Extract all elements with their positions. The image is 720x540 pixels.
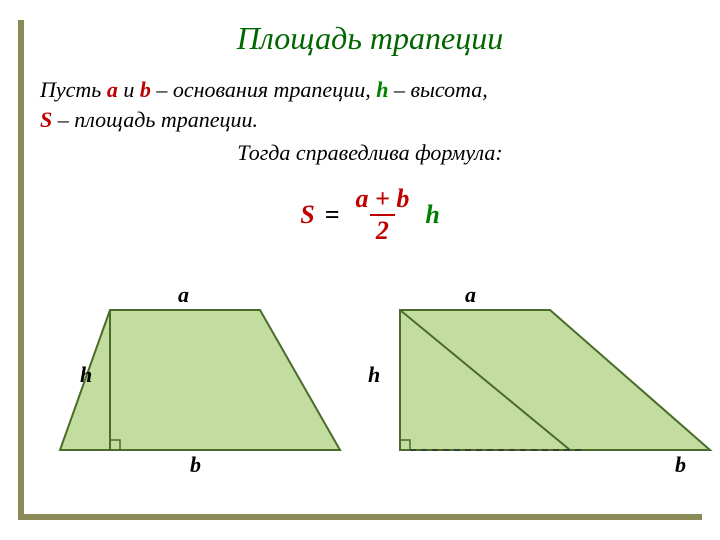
text: и: [118, 77, 140, 102]
formula-denominator: 2: [370, 214, 395, 244]
var-h: h: [376, 77, 388, 102]
page-title: Площадь трапеции: [40, 20, 700, 57]
formula-h: h: [425, 200, 439, 230]
trap1-label-h: h: [80, 362, 92, 388]
trap1-label-a: a: [178, 282, 189, 308]
trap2-label-a: a: [465, 282, 476, 308]
formula-eq: =: [325, 200, 340, 230]
var-S: S: [40, 107, 52, 132]
var-b: b: [140, 77, 151, 102]
diagrams-area: a h b a h b: [40, 290, 700, 500]
formula-fraction: a + b 2: [350, 186, 416, 244]
text: – площадь трапеции.: [52, 107, 258, 132]
intro-line-1: Пусть a и b – основания трапеции, h – вы…: [40, 75, 700, 134]
formula: S = a + b 2 h: [40, 186, 700, 244]
trap1-shape: [60, 310, 340, 450]
trap2-label-b: b: [675, 452, 686, 478]
trap2-label-h: h: [368, 362, 380, 388]
trapezoid-2: a h b: [390, 300, 720, 480]
intro-line-3: Тогда справедлива формула:: [40, 140, 700, 166]
trap2-shape: [400, 310, 710, 450]
trapezoid-1: a h b: [50, 300, 350, 480]
text: Пусть: [40, 77, 107, 102]
formula-numerator: a + b: [350, 186, 416, 214]
text: – основания трапеции,: [151, 77, 376, 102]
trap1-label-b: b: [190, 452, 201, 478]
var-a: a: [107, 77, 118, 102]
trapezoid-2-svg: [390, 300, 720, 470]
formula-S: S: [300, 200, 314, 230]
text: – высота,: [388, 77, 487, 102]
trapezoid-1-svg: [50, 300, 350, 470]
